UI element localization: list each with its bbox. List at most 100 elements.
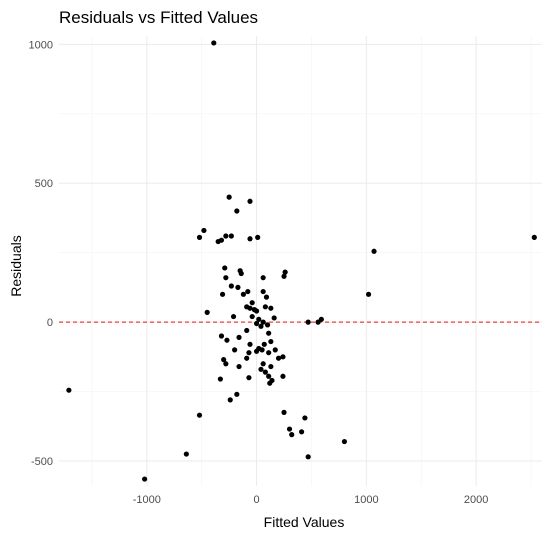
data-point <box>281 273 287 279</box>
data-point <box>298 429 305 435</box>
data-point <box>272 347 278 353</box>
data-point <box>275 355 282 361</box>
data-point <box>260 319 266 325</box>
x-tick-label: -1000 <box>133 494 161 506</box>
data-point <box>235 284 241 290</box>
data-point <box>253 308 260 314</box>
data-point <box>217 376 223 382</box>
x-tick-label: 1000 <box>354 494 378 506</box>
data-point <box>302 415 308 421</box>
data-point <box>183 451 189 457</box>
x-axis-label: Fitted Values <box>264 514 345 530</box>
data-point <box>268 363 274 370</box>
data-point <box>256 316 262 322</box>
data-point <box>236 334 242 340</box>
x-tick-label: 0 <box>254 494 260 506</box>
data-point <box>280 373 286 379</box>
data-point <box>238 270 244 277</box>
y-axis-label: Residuals <box>8 235 24 296</box>
data-point <box>259 347 265 353</box>
data-point <box>246 350 252 356</box>
data-point <box>249 300 255 306</box>
data-point <box>224 337 230 343</box>
data-points <box>66 40 537 482</box>
data-point <box>267 380 273 386</box>
data-point <box>249 313 255 320</box>
data-point <box>260 288 266 295</box>
data-point <box>258 323 264 329</box>
data-point <box>365 291 372 297</box>
data-point <box>263 294 270 300</box>
y-tick-label: 1000 <box>29 39 53 51</box>
data-point <box>201 227 207 234</box>
data-point <box>244 327 250 334</box>
x-tick-label: 2000 <box>464 494 488 506</box>
data-point <box>266 350 272 356</box>
data-point <box>305 454 311 460</box>
data-point <box>223 361 229 367</box>
data-point <box>268 338 274 345</box>
data-point <box>280 354 286 360</box>
data-point <box>234 391 240 397</box>
data-point <box>262 304 268 310</box>
data-point <box>226 194 232 200</box>
data-point <box>266 330 272 336</box>
data-point <box>211 40 217 46</box>
data-point <box>142 476 148 482</box>
data-point <box>196 412 203 418</box>
data-point <box>341 438 348 445</box>
y-tick-label: -500 <box>31 456 53 468</box>
data-point <box>236 363 242 370</box>
data-point <box>245 288 251 295</box>
data-point <box>222 265 228 271</box>
data-point <box>219 291 226 297</box>
data-point <box>253 348 260 354</box>
data-point <box>258 366 264 372</box>
data-point <box>223 275 229 281</box>
data-point <box>318 316 324 322</box>
data-point <box>289 432 295 438</box>
data-point <box>215 238 221 245</box>
data-point <box>260 275 266 281</box>
data-point <box>247 305 253 311</box>
data-point <box>244 355 250 361</box>
data-point <box>255 234 261 240</box>
data-point <box>246 375 252 381</box>
data-point <box>262 369 268 375</box>
data-point <box>247 341 253 347</box>
data-point <box>223 233 229 239</box>
y-tick-label: 500 <box>35 178 53 190</box>
data-point <box>531 234 537 240</box>
data-point <box>282 269 288 275</box>
data-point <box>264 322 271 328</box>
data-point <box>305 319 311 325</box>
data-point <box>286 426 293 432</box>
data-point <box>281 409 287 415</box>
data-point <box>196 234 203 240</box>
data-point <box>230 313 237 320</box>
data-point <box>371 248 377 254</box>
data-point <box>261 341 267 347</box>
data-point <box>228 283 234 289</box>
data-point <box>266 373 272 379</box>
data-point <box>247 198 253 204</box>
data-point <box>253 320 260 327</box>
data-point <box>227 397 233 403</box>
chart-title: Residuals vs Fitted Values <box>59 8 258 27</box>
data-point <box>221 357 227 363</box>
data-point <box>234 208 240 214</box>
grid <box>59 36 542 486</box>
data-point <box>218 333 225 339</box>
data-point <box>66 387 72 393</box>
data-point <box>268 305 274 311</box>
data-point <box>228 233 234 239</box>
data-point <box>260 361 266 367</box>
data-point <box>204 309 210 315</box>
y-tick-label: 0 <box>47 317 53 329</box>
data-point <box>232 347 238 353</box>
data-point <box>240 291 247 297</box>
axis-ticks: -1000 0 1000 2000 -500 0 500 1000 <box>29 39 489 506</box>
data-point <box>247 236 253 242</box>
data-point <box>271 315 277 321</box>
